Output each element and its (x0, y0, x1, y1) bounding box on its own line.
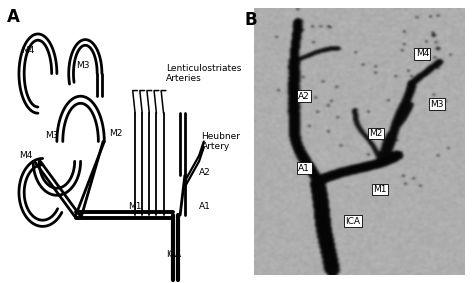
Text: M4: M4 (416, 49, 429, 58)
Text: M2: M2 (109, 128, 122, 138)
Text: A: A (7, 8, 20, 27)
Text: B: B (244, 11, 257, 29)
Text: A1: A1 (298, 164, 310, 173)
Text: Lenticulostriates
Arteries: Lenticulostriates Arteries (166, 64, 241, 83)
Text: M4: M4 (19, 151, 32, 160)
Text: ICA: ICA (345, 217, 360, 226)
Text: A2: A2 (199, 168, 211, 177)
Text: M3: M3 (45, 131, 58, 140)
Text: A2: A2 (298, 92, 310, 101)
Text: M3: M3 (430, 100, 444, 109)
Text: M4: M4 (21, 46, 35, 55)
Text: A1: A1 (199, 202, 211, 211)
Text: ICA: ICA (166, 250, 181, 259)
Text: M1: M1 (374, 185, 387, 194)
Text: M1: M1 (128, 202, 141, 211)
Text: M3: M3 (76, 61, 89, 70)
Text: M2: M2 (369, 129, 383, 138)
Text: Heubner
Artery: Heubner Artery (201, 132, 240, 151)
